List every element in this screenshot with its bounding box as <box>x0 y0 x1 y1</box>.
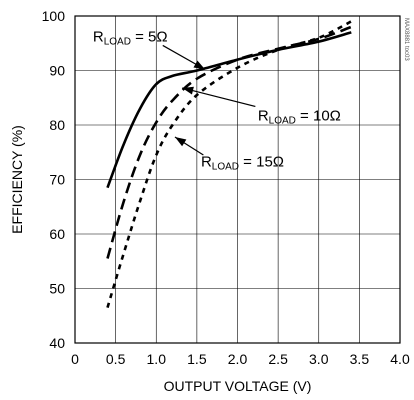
plot-frame <box>74 15 401 344</box>
y-axis-title: EFFICIENCY (%) <box>9 125 25 234</box>
x-axis-title: OUTPUT VOLTAGE (V) <box>164 378 312 394</box>
series-line-15ohm <box>106 20 352 308</box>
grid <box>75 16 400 343</box>
y-tick-label: 50 <box>49 281 65 297</box>
x-tick-labels: 0 0.5 1.0 1.5 2.0 2.5 3.0 3.5 4.0 <box>71 351 410 367</box>
y-tick-label: 60 <box>49 226 65 242</box>
y-tick-label: 70 <box>49 172 65 188</box>
x-tick-label: 2.0 <box>228 351 248 367</box>
x-tick-label: 0 <box>71 351 79 367</box>
x-tick-label: 1.5 <box>187 351 207 367</box>
series-line-10ohm <box>106 25 352 259</box>
x-tick-label: 4.0 <box>390 351 410 367</box>
x-tick-label: 0.5 <box>106 351 126 367</box>
series-line-5ohm <box>106 31 352 189</box>
annotation-label-15ohm: RLOAD = 15Ω <box>201 153 284 172</box>
y-tick-label: 90 <box>49 63 65 79</box>
annotation-arrowhead-10ohm <box>182 86 194 95</box>
x-tick-label: 3.5 <box>350 351 370 367</box>
x-tick-label: 3.0 <box>309 351 329 367</box>
annotation-arrowhead-5ohm <box>193 60 205 70</box>
figure-id-watermark: MAX8881 toc03 <box>403 18 409 61</box>
y-tick-label: 100 <box>42 8 66 24</box>
annotation-arrow-10ohm <box>182 87 256 108</box>
y-tick-label: 40 <box>49 335 65 351</box>
y-tick-labels: 40 50 60 70 80 90 100 <box>42 8 66 351</box>
annotation-label-5ohm: RLOAD = 5Ω <box>93 29 168 48</box>
x-tick-label: 2.5 <box>268 351 288 367</box>
series-lines <box>106 20 352 308</box>
y-tick-label: 80 <box>49 117 65 133</box>
x-tick-label: 1.0 <box>147 351 167 367</box>
annotation-arrowhead-15ohm <box>174 136 187 147</box>
annotation-label-10ohm: RLOAD = 10Ω <box>258 108 341 127</box>
